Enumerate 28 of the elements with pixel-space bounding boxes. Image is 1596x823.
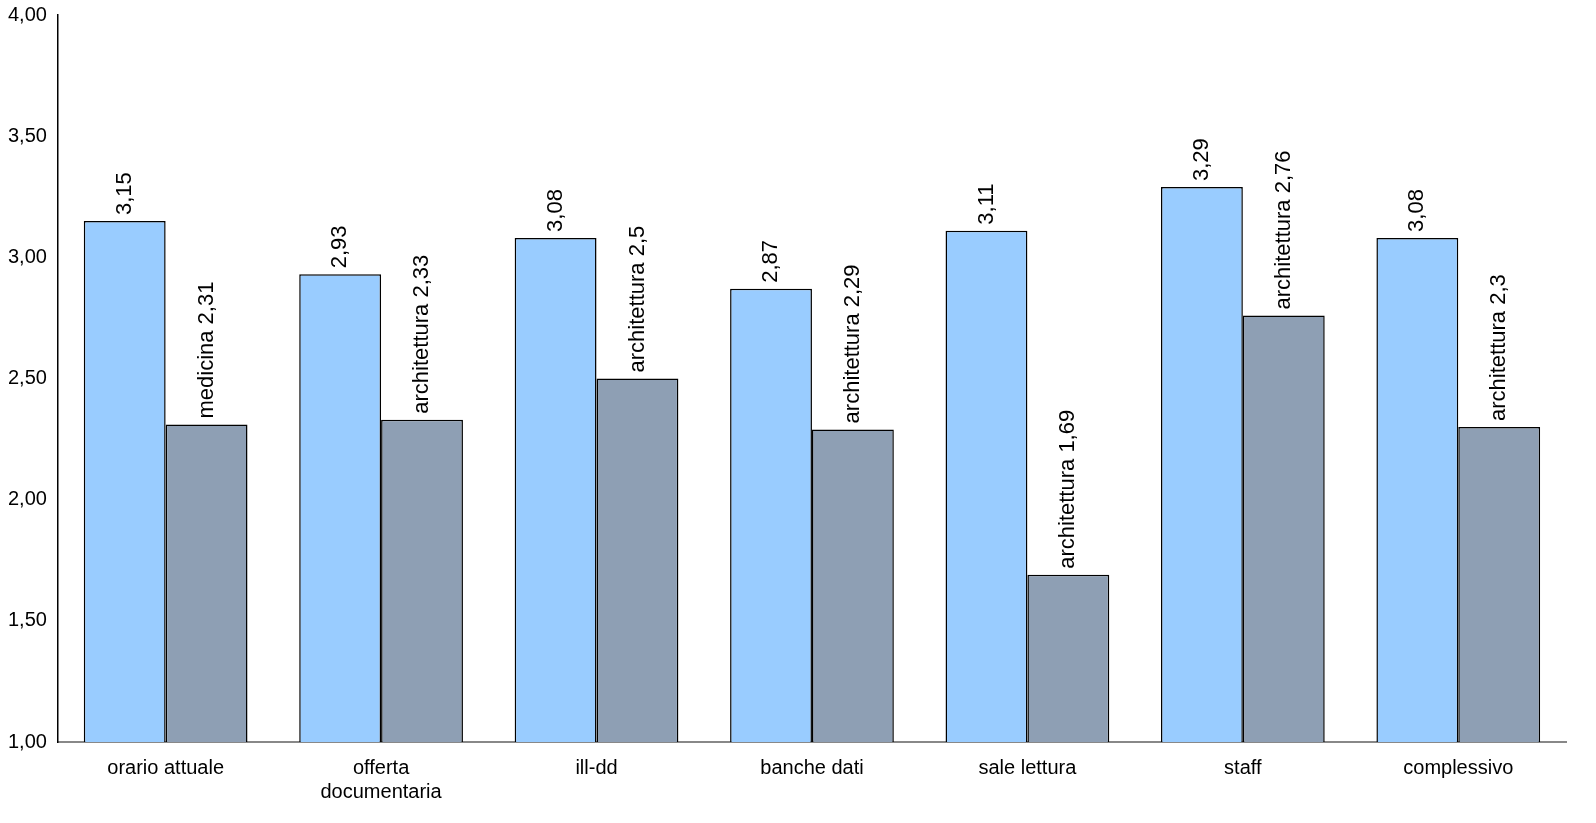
data-label: architettura 2,29	[838, 264, 864, 424]
data-label: architettura 2,33	[408, 254, 434, 414]
x-tick-label: banche dati	[760, 755, 864, 778]
data-label: architettura 2,5	[623, 225, 649, 373]
data-label: medicina 2,31	[192, 281, 218, 419]
data-label: architettura 1,69	[1054, 409, 1080, 569]
x-tick-label: ill-dd	[575, 755, 618, 778]
x-tick-label: sale lettura	[978, 755, 1078, 778]
x-tick-label: offerta documentaria	[320, 755, 443, 802]
y-tick-label: 1,50	[7, 608, 47, 631]
data-label: architettura 2,76	[1269, 150, 1295, 310]
data-label: 3,11	[972, 183, 998, 225]
y-tick-label: 4,00	[7, 2, 47, 25]
data-label: 2,87	[757, 240, 783, 283]
y-tick-label: 2,00	[7, 487, 47, 510]
data-label: 3,29	[1187, 138, 1213, 182]
data-label: 3,08	[541, 189, 567, 232]
data-label: 2,93	[326, 225, 352, 269]
data-label: architettura 2,3	[1485, 274, 1511, 421]
x-tick-label: complessivo	[1403, 755, 1514, 778]
y-tick-label: 3,50	[7, 123, 47, 146]
data-label: 3,15	[110, 172, 136, 215]
x-tick-label: staff	[1224, 755, 1262, 778]
data-label: 3,08	[1403, 189, 1429, 232]
y-tick-label: 3,00	[7, 244, 47, 267]
x-tick-label: orario attuale	[107, 755, 225, 778]
y-tick-label: 1,00	[7, 729, 47, 752]
y-tick-label: 2,50	[7, 366, 47, 389]
